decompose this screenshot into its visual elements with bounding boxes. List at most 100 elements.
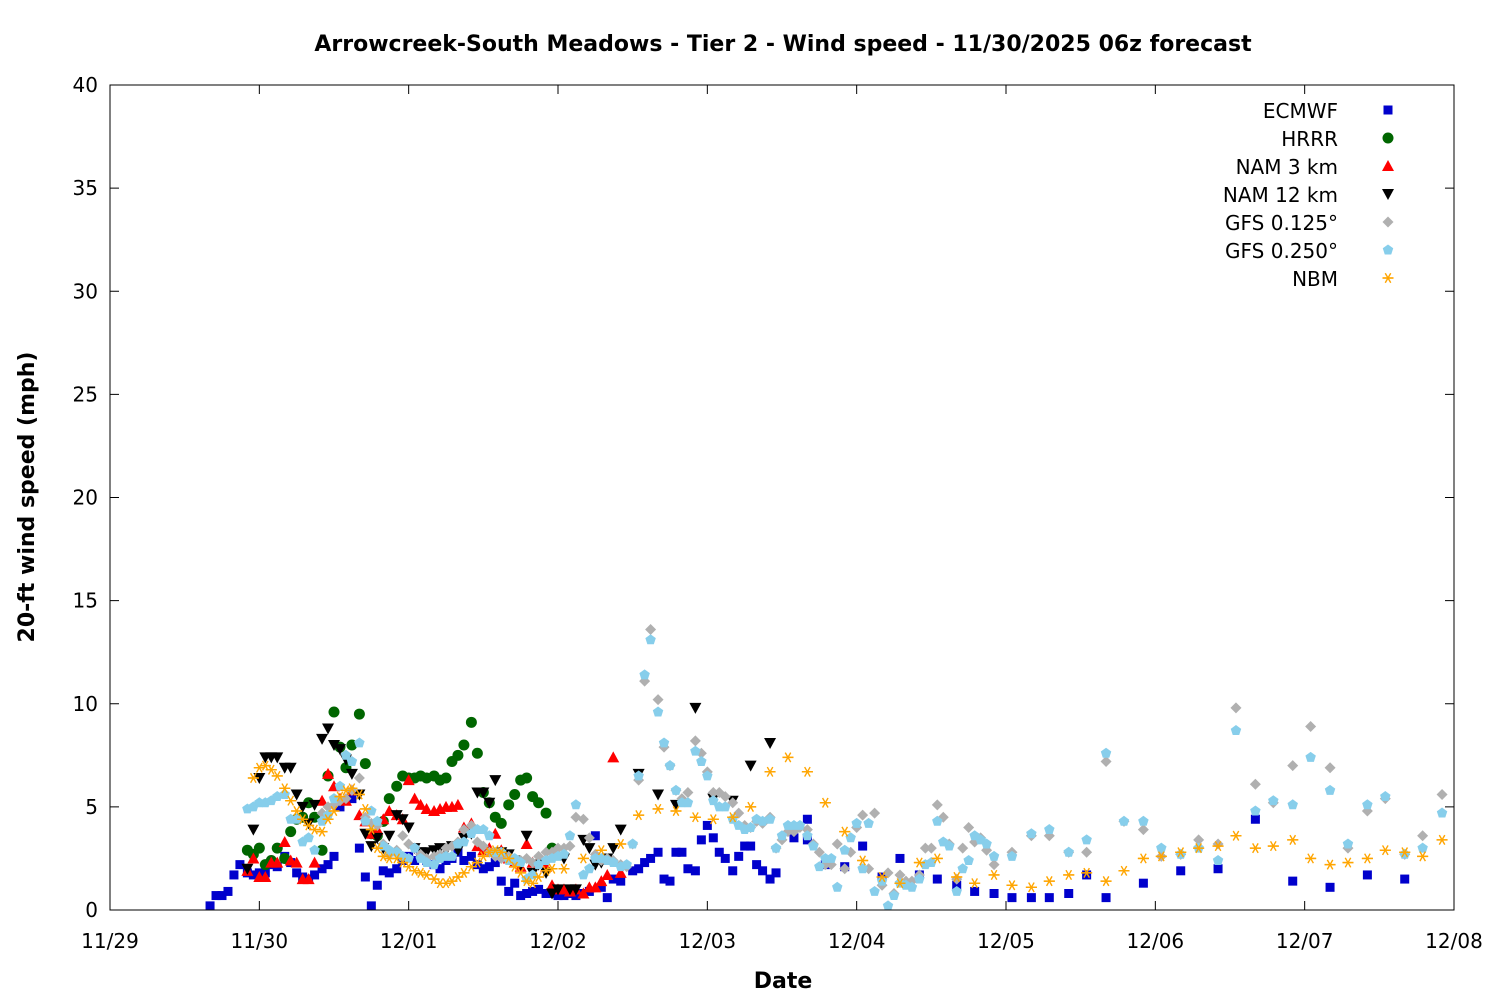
data-point xyxy=(1063,869,1075,881)
data-point xyxy=(608,857,619,868)
data-point xyxy=(1230,830,1242,841)
data-point xyxy=(1230,702,1242,714)
data-point xyxy=(310,870,320,880)
data-point xyxy=(1100,747,1112,758)
data-point xyxy=(452,749,464,761)
data-point xyxy=(520,830,533,842)
data-point xyxy=(583,843,596,855)
data-point xyxy=(534,884,544,894)
data-point xyxy=(857,863,868,874)
y-axis-ticks: 0 5 10 15 20 25 30 35 40 xyxy=(73,73,1454,922)
data-point xyxy=(477,787,490,799)
data-point xyxy=(1305,751,1316,762)
data-point xyxy=(569,884,582,896)
data-point xyxy=(819,797,831,808)
data-point xyxy=(869,807,881,819)
data-point xyxy=(328,706,340,718)
data-point xyxy=(1212,838,1224,850)
data-point xyxy=(670,805,682,817)
data-point xyxy=(925,842,937,854)
data-point xyxy=(353,772,365,784)
data-point xyxy=(359,758,371,770)
data-point xyxy=(690,866,700,876)
data-point xyxy=(628,866,638,876)
data-point xyxy=(1436,807,1448,818)
data-point xyxy=(1361,853,1373,864)
data-point xyxy=(913,857,925,868)
plot-frame xyxy=(109,84,1455,911)
x-tick-label: 11/30 xyxy=(231,929,289,953)
data-point xyxy=(409,865,421,876)
data-point xyxy=(615,838,627,850)
legend-label: GFS 0.125° xyxy=(1225,211,1338,235)
data-point xyxy=(359,803,371,815)
data-point xyxy=(1100,756,1112,767)
data-point xyxy=(384,844,395,855)
data-point xyxy=(496,876,506,886)
data-point xyxy=(708,795,719,806)
y-axis-label: 20-ft wind speed (mph) xyxy=(15,352,40,643)
data-point xyxy=(271,752,284,764)
data-point xyxy=(402,774,415,786)
data-point xyxy=(689,702,702,714)
data-point xyxy=(346,783,358,794)
data-point xyxy=(353,708,365,720)
legend-marker xyxy=(1382,160,1394,171)
y-tick-label: 15 xyxy=(73,589,98,613)
data-point xyxy=(322,814,334,825)
data-point xyxy=(571,891,581,901)
data-point xyxy=(515,867,527,878)
data-point xyxy=(392,864,402,874)
data-point xyxy=(308,856,321,868)
data-point xyxy=(420,847,433,859)
data-point xyxy=(652,789,665,801)
data-point xyxy=(440,772,452,784)
data-point xyxy=(478,824,489,835)
data-point xyxy=(708,833,718,843)
data-point xyxy=(863,817,874,828)
data-point xyxy=(740,841,750,851)
data-point xyxy=(564,830,576,841)
data-point xyxy=(702,820,712,830)
data-point xyxy=(845,832,856,843)
data-point xyxy=(1268,795,1279,806)
data-point xyxy=(906,881,918,892)
data-point xyxy=(503,853,515,864)
data-point xyxy=(931,799,943,811)
x-tick-label: 11/29 xyxy=(81,929,139,953)
data-point xyxy=(727,812,739,823)
data-point xyxy=(446,850,458,861)
data-point xyxy=(926,857,937,868)
data-point xyxy=(371,832,384,844)
data-point xyxy=(335,802,345,812)
data-point xyxy=(826,852,837,863)
data-point xyxy=(664,760,676,771)
data-point xyxy=(963,822,975,833)
data-point xyxy=(414,798,427,810)
data-point xyxy=(540,865,552,876)
x-tick-label: 12/02 xyxy=(529,929,587,953)
data-point xyxy=(328,805,340,817)
data-point xyxy=(421,869,433,881)
data-point xyxy=(764,737,777,749)
data-point xyxy=(963,855,974,865)
data-point xyxy=(981,838,992,849)
x-axis-ticks: 11/29 11/30 12/01 12/02 12/03 12/04 12/05 12/06… xyxy=(81,85,1483,953)
data-point xyxy=(322,809,334,820)
data-point xyxy=(652,706,664,717)
data-point xyxy=(584,863,595,874)
data-point xyxy=(682,786,694,798)
data-point xyxy=(770,842,782,853)
data-point xyxy=(1287,799,1298,810)
data-point xyxy=(1400,874,1410,884)
data-point xyxy=(420,802,433,814)
data-point xyxy=(279,783,291,794)
data-point xyxy=(1044,893,1054,903)
data-point xyxy=(1249,778,1261,790)
data-point xyxy=(372,880,382,890)
data-point xyxy=(1175,847,1187,858)
data-point xyxy=(831,838,843,850)
data-point xyxy=(1025,882,1037,893)
data-point xyxy=(540,846,552,858)
data-point xyxy=(383,830,396,842)
